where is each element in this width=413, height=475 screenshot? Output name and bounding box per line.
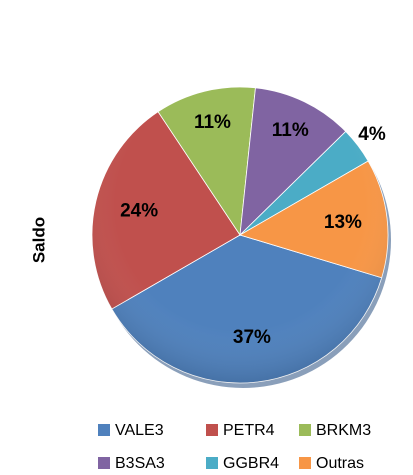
legend-swatch: [98, 457, 110, 469]
legend-swatch: [299, 457, 311, 469]
legend-swatch: [206, 424, 218, 436]
legend-label: PETR4: [223, 422, 275, 439]
legend-swatch: [206, 457, 218, 469]
data-label: 4%: [358, 124, 386, 145]
legend-label: Outras: [316, 455, 364, 472]
data-label: 11%: [272, 120, 309, 141]
legend-label: GGBR4: [223, 455, 279, 472]
data-label: 11%: [194, 112, 231, 133]
data-label: 13%: [324, 212, 362, 233]
data-label: 24%: [120, 200, 158, 221]
legend-label: BRKM3: [316, 422, 371, 439]
legend-label: B3SA3: [115, 455, 165, 472]
legend-label: VALE3: [115, 422, 164, 439]
legend-swatch: [98, 424, 110, 436]
data-label: 37%: [233, 327, 271, 348]
legend-swatch: [299, 424, 311, 436]
axis-label: Saldo: [29, 217, 48, 263]
